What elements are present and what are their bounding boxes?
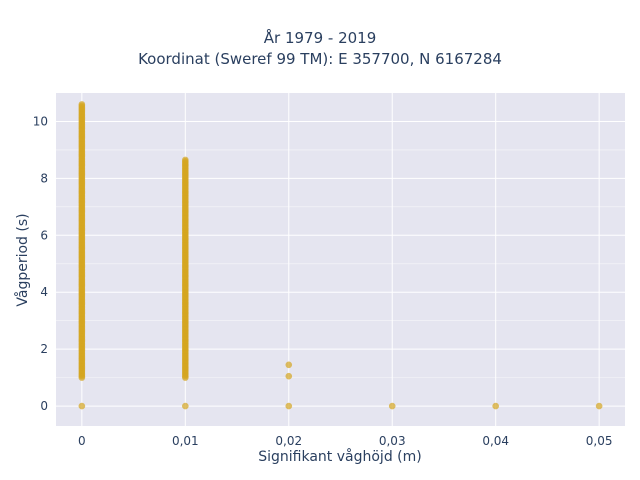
data-point	[388, 402, 396, 410]
data-point	[595, 402, 603, 410]
x-tick-label: 0,03	[379, 434, 406, 448]
x-tick-label: 0,04	[482, 434, 509, 448]
y-tick-label: 6	[40, 228, 48, 242]
data-point	[182, 156, 189, 164]
y-tick-label: 4	[40, 285, 48, 299]
x-tick-label: 0,05	[586, 434, 613, 448]
chart-title-line-2: Koordinat (Sweref 99 TM): E 357700, N 61…	[138, 50, 502, 68]
x-tick-label: 0,01	[172, 434, 199, 448]
x-axis-ticks: 0 0,01 0,02 0,03 0,04 0,05	[78, 434, 612, 448]
x-tick-label: 0,02	[275, 434, 302, 448]
data-point	[285, 372, 293, 380]
plot-area	[56, 93, 625, 426]
y-tick-label: 2	[40, 342, 48, 356]
data-point	[492, 402, 499, 410]
y-axis-ticks: 0 2 4 6 8 10	[33, 114, 48, 413]
data-point	[78, 402, 86, 410]
y-tick-label: 8	[40, 171, 48, 185]
chart-title-line-1: År 1979 - 2019	[263, 29, 377, 47]
x-axis-title: Signifikant våghöjd (m)	[258, 448, 421, 465]
x-tick-label: 0	[78, 434, 86, 448]
data-point	[285, 402, 293, 410]
y-tick-label: 10	[33, 114, 48, 128]
data-point	[78, 101, 86, 108]
grid-lines	[56, 93, 625, 426]
y-axis-title: Vågperiod (s)	[14, 213, 31, 306]
chart-title: År 1979 - 2019 Koordinat (Sweref 99 TM):…	[0, 28, 640, 70]
data-point	[182, 402, 189, 410]
y-tick-label: 0	[40, 399, 48, 413]
data-points	[78, 101, 603, 410]
data-point	[285, 361, 293, 369]
